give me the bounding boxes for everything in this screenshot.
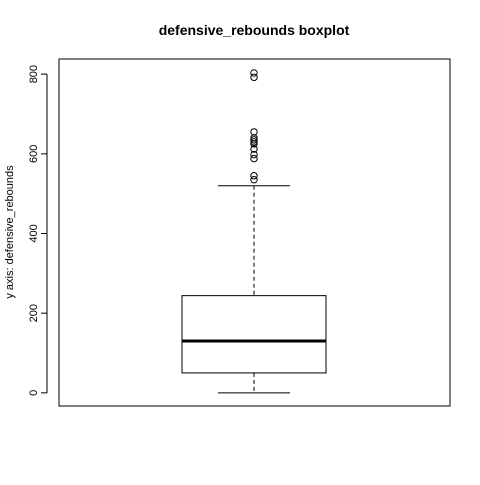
outlier-point (250, 136, 258, 144)
boxplot (181, 185, 327, 394)
outlier-point (250, 145, 258, 153)
y-tick-label: 400 (28, 224, 40, 242)
outlier-point (250, 73, 258, 82)
outlier-point (250, 69, 258, 77)
outlier-point (250, 128, 258, 136)
y-tick-label: 200 (28, 304, 40, 322)
outlier-point (250, 172, 258, 180)
y-tick-label: 800 (28, 65, 40, 83)
outlier-points (250, 69, 258, 184)
outlier-point (250, 176, 258, 184)
chart-title: defensive_rebounds boxplot (159, 22, 350, 38)
outlier-point (250, 154, 258, 163)
outlier-point (250, 150, 258, 159)
y-tick-label: 600 (28, 145, 40, 163)
y-axis: 0 200 400 600 800 (28, 65, 48, 396)
interquartile-box (181, 295, 327, 374)
plot-frame (58, 58, 451, 407)
y-tick-label: 0 (28, 390, 40, 396)
outlier-point (250, 138, 258, 146)
y-axis-label: y axis: defensive_rebounds (4, 165, 16, 299)
